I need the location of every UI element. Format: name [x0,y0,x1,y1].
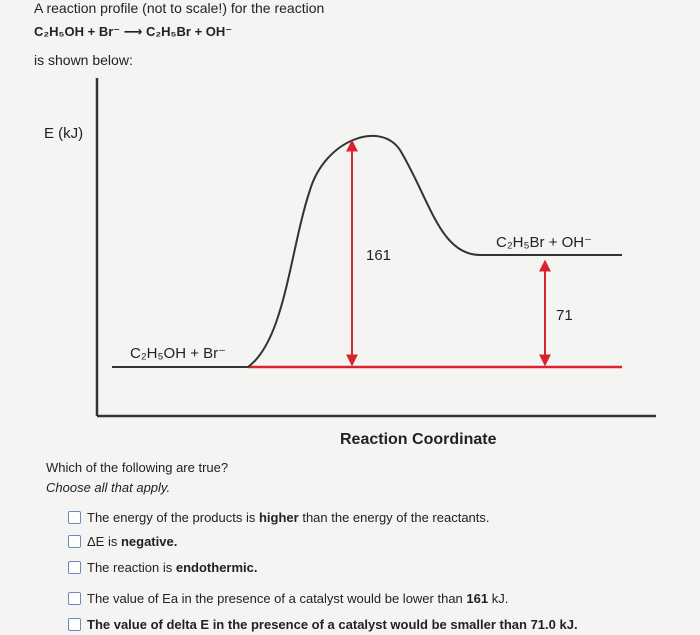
reactant-label: C₂H₅OH + Br⁻ [130,345,226,362]
question: Which of the following are true? [46,460,229,475]
option[interactable]: The value of Ea in the presence of a cat… [68,591,508,606]
option-segment: kJ. [488,591,509,606]
option-segment: negative. [120,534,178,549]
checkbox[interactable] [68,592,81,605]
option-segment: The energy of the products is [87,510,259,525]
option-text: The value of delta E in the presence of … [87,617,578,632]
option[interactable]: The energy of the products is higher tha… [68,510,490,525]
x-axis-label: Reaction Coordinate [340,431,497,448]
option-text: ΔE is negative. [87,534,177,549]
option[interactable]: The reaction is endothermic. [68,560,258,575]
option-segment: than the energy of the reactants. [298,510,490,525]
option[interactable]: ΔE is negative. [68,534,177,549]
option[interactable]: The value of delta E in the presence of … [68,617,578,632]
activation-label: 161 [366,247,391,264]
instruction: Choose all that apply. [46,480,171,495]
energy-curve [247,134,481,368]
option-text: The energy of the products is higher tha… [87,510,490,525]
product-label: C₂H₅Br + OH⁻ [496,234,592,251]
delta-label: 71 [556,307,573,324]
checkbox[interactable] [68,535,81,548]
y-axis-label: E (kJ) [44,125,83,142]
checkbox[interactable] [68,618,81,631]
checkbox[interactable] [68,561,81,574]
option-segment: The value of Ea in the presence of a cat… [87,591,467,606]
equation: C₂H₅OH + Br⁻ ⟶ C₂H₅Br + OH⁻ [34,24,233,39]
intro: A reaction profile (not to scale!) for t… [34,0,325,16]
option-segment: The value of delta E in the presence of … [87,617,578,632]
option-segment: endothermic. [175,560,258,575]
option-text: The reaction is endothermic. [87,560,258,575]
shown-text: is shown below: [34,52,133,68]
option-text: The value of Ea in the presence of a cat… [87,591,508,606]
diagram: E (kJ) Reaction Coordinate C₂H₅OH + Br⁻ … [44,78,656,448]
checkbox[interactable] [68,511,81,524]
option-segment: higher [258,510,299,525]
option-segment: 161 [466,591,489,606]
option-segment: The reaction is [87,560,176,575]
option-segment: ΔE is [87,534,121,549]
